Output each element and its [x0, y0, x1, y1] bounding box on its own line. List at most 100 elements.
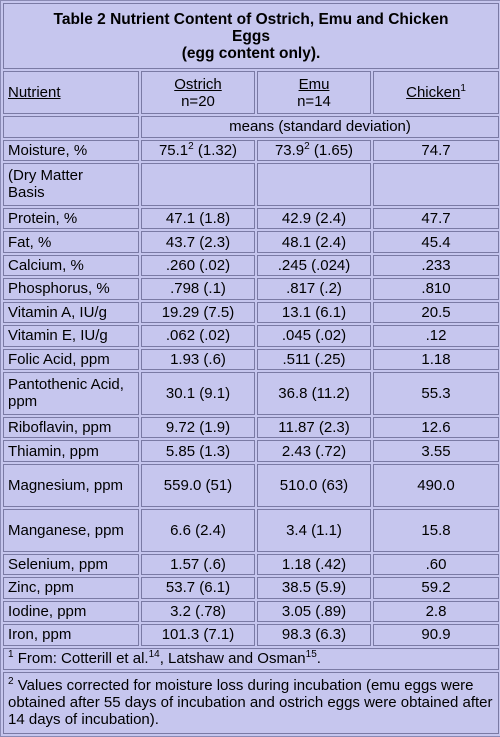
chicken-value: 45.4: [373, 231, 500, 253]
ostrich-value: 30.1 (9.1): [141, 372, 255, 415]
table-row: Phosphorus, % .798 (.1) .817 (.2) .810: [3, 278, 500, 300]
ostrich-value: .062 (.02): [141, 325, 255, 347]
chicken-value: .12: [373, 325, 500, 347]
footnote-1: 1 From: Cotterill et al.14, Latshaw and …: [3, 647, 500, 670]
nutrient-label: Protein, %: [3, 207, 139, 230]
emu-value: 13.1 (6.1): [257, 301, 371, 324]
title-line-3: (egg content only).: [181, 44, 321, 62]
ostrich-value: .260 (.02): [141, 254, 255, 277]
nutrient-label: Manganese, ppm: [3, 508, 139, 552]
moisture-label: Moisture, %: [3, 139, 139, 161]
chicken-value: 55.3: [373, 372, 500, 415]
nutrient-label: Iron, ppm: [3, 623, 139, 646]
emu-value: .245 (.024): [257, 254, 371, 277]
title-line-1: Table 2 Nutrient Content of Ostrich, Emu…: [53, 10, 449, 28]
emu-value: 42.9 (2.4): [257, 207, 371, 230]
nutrient-label: Thiamin, ppm: [3, 440, 139, 462]
empty-cell: [257, 162, 371, 206]
emu-value: 38.5 (5.9): [257, 577, 371, 599]
nutrient-label: Fat, %: [3, 231, 139, 253]
emu-value: 1.18 (.42): [257, 553, 371, 576]
moisture-chicken: 74.7: [373, 139, 500, 161]
table-row: Vitamin E, IU/g .062 (.02) .045 (.02) .12: [3, 325, 500, 347]
ostrich-value: 9.72 (1.9): [141, 416, 255, 439]
table-row: Folic Acid, ppm 1.93 (.6) .511 (.25) 1.18: [3, 348, 500, 370]
ostrich-value: .798 (.1): [141, 278, 255, 300]
moisture-ostrich: 75.12 (1.32): [141, 139, 255, 161]
ostrich-value: 1.93 (.6): [141, 348, 255, 370]
emu-value: 48.1 (2.4): [257, 231, 371, 253]
emu-value: .045 (.02): [257, 325, 371, 347]
nutrient-label: Vitamin E, IU/g: [3, 325, 139, 347]
empty-cell: [141, 162, 255, 206]
nutrient-label: Riboflavin, ppm: [3, 416, 139, 439]
ostrich-value: 3.2 (.78): [141, 600, 255, 622]
table-row: Zinc, ppm 53.7 (6.1) 38.5 (5.9) 59.2: [3, 577, 500, 599]
chicken-value: .810: [373, 278, 500, 300]
ostrich-value: 19.29 (7.5): [141, 301, 255, 324]
chicken-value: 490.0: [373, 463, 500, 507]
empty-cell: [373, 162, 500, 206]
table-row: Riboflavin, ppm 9.72 (1.9) 11.87 (2.3) 12.6: [3, 416, 500, 439]
footnote-1-row: 1 From: Cotterill et al.14, Latshaw and …: [3, 647, 500, 670]
footnote-2-row: 2 Values corrected for moisture loss dur…: [3, 671, 500, 734]
ostrich-value: 1.57 (.6): [141, 553, 255, 576]
ostrich-value: 559.0 (51): [141, 463, 255, 507]
table-row: Fat, % 43.7 (2.3) 48.1 (2.4) 45.4: [3, 231, 500, 253]
nutrient-label: Folic Acid, ppm: [3, 348, 139, 370]
chicken-value: .233: [373, 254, 500, 277]
nutrient-label: Magnesium, ppm: [3, 463, 139, 507]
table-row: Protein, % 47.1 (1.8) 42.9 (2.4) 47.7: [3, 207, 500, 230]
emu-value: 3.05 (.89): [257, 600, 371, 622]
table-row: Iron, ppm 101.3 (7.1) 98.3 (6.3) 90.9: [3, 623, 500, 646]
nutrient-label: Phosphorus, %: [3, 278, 139, 300]
table-title: Table 2 Nutrient Content of Ostrich, Emu…: [3, 3, 500, 70]
nutrient-label: Pantothenic Acid, ppm: [3, 372, 139, 415]
chicken-value: 1.18: [373, 348, 500, 370]
chicken-value: .60: [373, 553, 500, 576]
emu-value: .817 (.2): [257, 278, 371, 300]
emu-value: 36.8 (11.2): [257, 372, 371, 415]
chicken-value: 20.5: [373, 301, 500, 324]
dry-matter-label: (Dry Matter Basis: [3, 162, 139, 206]
ostrich-value: 43.7 (2.3): [141, 231, 255, 253]
chicken-value: 12.6: [373, 416, 500, 439]
header-nutrient: Nutrient: [3, 71, 139, 115]
table-row: Magnesium, ppm 559.0 (51) 510.0 (63) 490.0: [3, 463, 500, 507]
emu-value: .511 (.25): [257, 348, 371, 370]
header-row: Nutrient Ostrich n=20 Emu n=14 Chicken1: [3, 71, 500, 115]
table-row: Thiamin, ppm 5.85 (1.3) 2.43 (.72) 3.55: [3, 440, 500, 462]
ostrich-value: 101.3 (7.1): [141, 623, 255, 646]
table-row: Selenium, ppm 1.57 (.6) 1.18 (.42) .60: [3, 553, 500, 576]
nutrient-label: Vitamin A, IU/g: [3, 301, 139, 324]
emu-value: 2.43 (.72): [257, 440, 371, 462]
emu-value: 510.0 (63): [257, 463, 371, 507]
moisture-row: Moisture, % 75.12 (1.32) 73.92 (1.65) 74…: [3, 139, 500, 161]
ostrich-value: 5.85 (1.3): [141, 440, 255, 462]
ostrich-value: 47.1 (1.8): [141, 207, 255, 230]
chicken-value: 15.8: [373, 508, 500, 552]
chicken-value: 2.8: [373, 600, 500, 622]
dry-matter-row: (Dry Matter Basis: [3, 162, 500, 206]
table-row: Vitamin A, IU/g 19.29 (7.5) 13.1 (6.1) 20.5: [3, 301, 500, 324]
emu-value: 3.4 (1.1): [257, 508, 371, 552]
header-chicken: Chicken1: [373, 71, 500, 115]
header-ostrich: Ostrich n=20: [141, 71, 255, 115]
emu-value: 11.87 (2.3): [257, 416, 371, 439]
table-row: Pantothenic Acid, ppm 30.1 (9.1) 36.8 (11.…: [3, 372, 500, 415]
table-row: Calcium, % .260 (.02) .245 (.024) .233: [3, 254, 500, 277]
table-row: Iodine, ppm 3.2 (.78) 3.05 (.89) 2.8: [3, 600, 500, 622]
header-emu: Emu n=14: [257, 71, 371, 115]
empty-cell: [3, 116, 139, 138]
table-row: Manganese, ppm 6.6 (2.4) 3.4 (1.1) 15.8: [3, 508, 500, 552]
title-row: Table 2 Nutrient Content of Ostrich, Emu…: [3, 3, 500, 70]
means-row: means (standard deviation): [3, 116, 500, 138]
chicken-value: 90.9: [373, 623, 500, 646]
emu-value: 98.3 (6.3): [257, 623, 371, 646]
means-label: means (standard deviation): [141, 116, 500, 138]
moisture-emu: 73.92 (1.65): [257, 139, 371, 161]
footnote-2: 2 Values corrected for moisture loss dur…: [3, 671, 500, 734]
chicken-value: 3.55: [373, 440, 500, 462]
ostrich-value: 6.6 (2.4): [141, 508, 255, 552]
title-line-2: Eggs: [232, 27, 270, 45]
